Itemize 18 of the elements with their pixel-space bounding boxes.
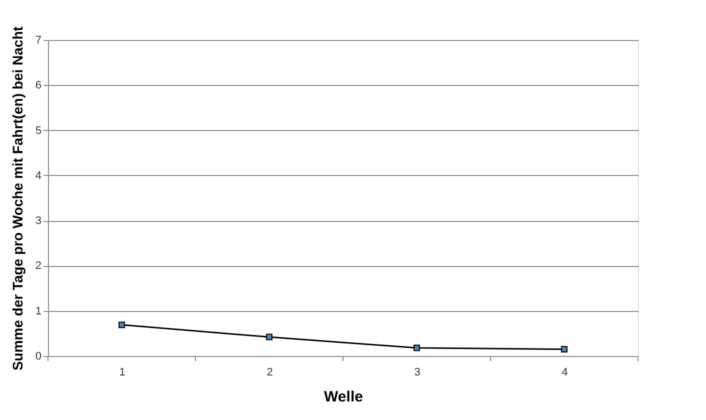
y-tick-label: 1 [35,305,42,318]
x-tick-label: 3 [414,366,420,378]
y-tick-label: 5 [35,124,42,137]
point [561,346,568,352]
x-tick-label: 2 [266,366,273,378]
y-axis-title: Summe der Tage pro Woche mit Fahrt(en) bei Nacht [9,26,26,371]
x-axis-title: Welle [324,388,363,406]
y-tick-label: 0 [35,350,42,362]
y-tick-label: 6 [35,80,42,92]
y-tick-label: 7 [35,34,42,46]
x-tick-label: 4 [562,366,568,378]
x-tick-label: 1 [119,366,126,378]
point [414,344,420,352]
y-tick-label: 3 [35,215,42,228]
point [266,334,272,340]
y-tick-label: 2 [35,260,42,272]
point [118,322,125,328]
y-tick-label: 4 [35,170,42,182]
